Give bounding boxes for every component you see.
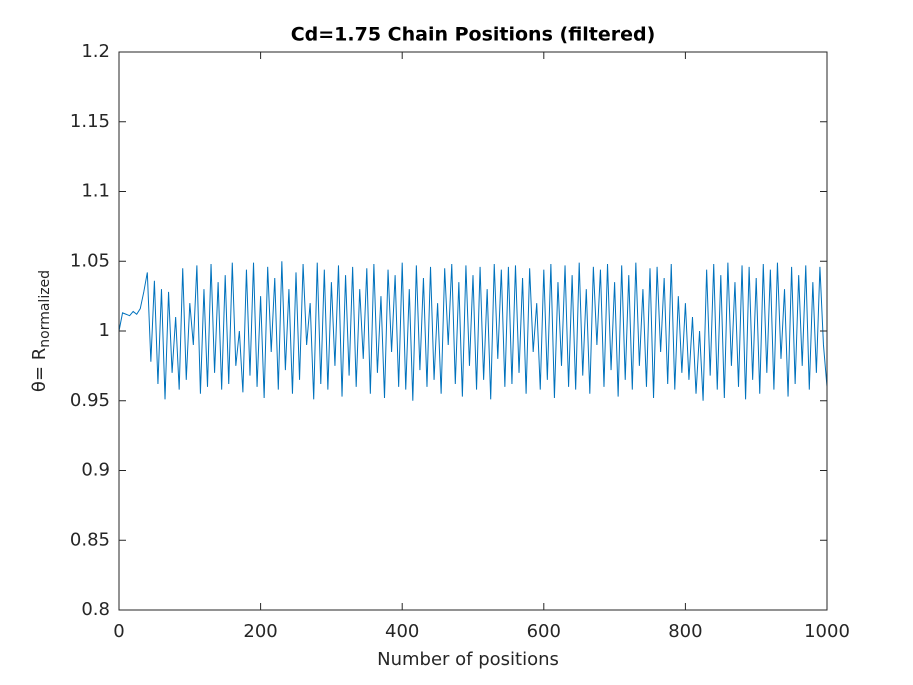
x-tick-label: 800 — [668, 621, 702, 642]
x-tick-label: 400 — [385, 621, 419, 642]
x-tick-label: 600 — [527, 621, 561, 642]
chart-title: Cd=1.75 Chain Positions (filtered) — [291, 24, 656, 46]
x-tick-label: 200 — [243, 621, 277, 642]
y-axis-label: θ= Rnormalized — [29, 270, 53, 392]
y-tick-label: 1.05 — [70, 250, 110, 271]
y-tick-label: 0.8 — [81, 599, 110, 620]
y-tick-label: 1.15 — [70, 111, 110, 132]
x-axis-label: Number of positions — [377, 649, 559, 670]
y-tick-label: 0.85 — [70, 529, 110, 550]
y-tick-label: 0.9 — [81, 460, 110, 481]
y-axis-label-main: θ= R — [29, 348, 50, 392]
y-tick-label: 1.2 — [81, 41, 110, 62]
x-tick-label: 0 — [113, 621, 124, 642]
y-tick-label: 1.1 — [81, 181, 110, 202]
x-tick-label: 1000 — [804, 621, 850, 642]
y-axis-label-subscript: normalized — [37, 270, 53, 348]
y-tick-label: 0.95 — [70, 390, 110, 411]
y-tick-label: 1 — [99, 320, 110, 341]
data-line — [118, 261, 828, 401]
